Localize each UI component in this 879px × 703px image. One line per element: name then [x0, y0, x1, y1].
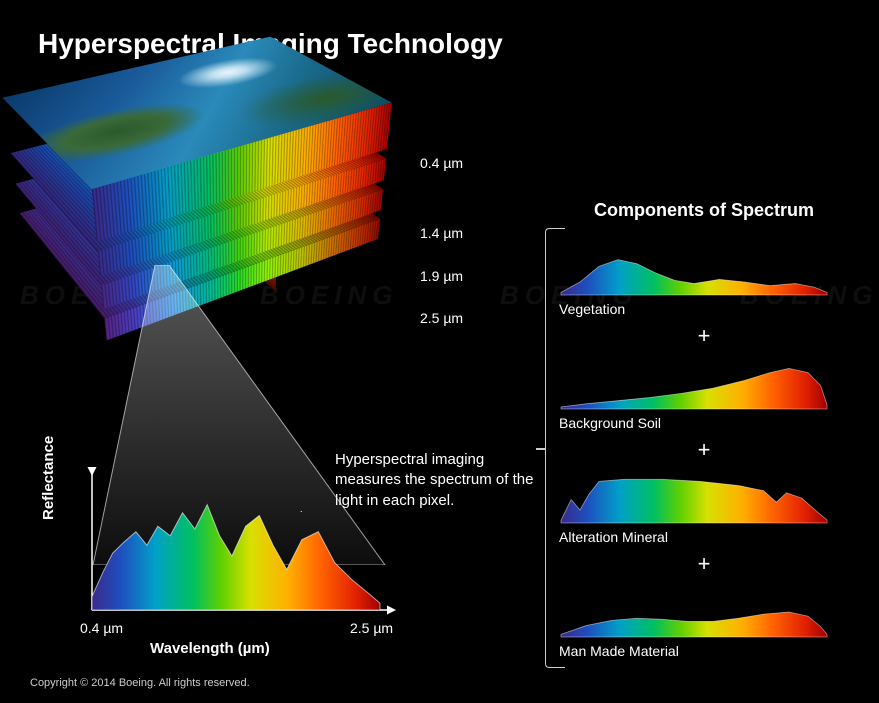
cube-slab-label: 1.4 µm [420, 225, 463, 241]
cube-slab-label: 0.4 µm [420, 155, 463, 171]
reflectance-x-axis-label: Wavelength (µm) [150, 640, 270, 657]
components-column: Components of Spectrum Vegetation + Backgr… [559, 200, 849, 665]
reflectance-y-axis-label: Reflectance [40, 436, 57, 520]
plus-operator: + [559, 323, 849, 349]
plus-operator: + [559, 437, 849, 463]
caption-arrow-icon [290, 510, 540, 512]
component-label: Man Made Material [559, 643, 849, 659]
cube-slab-label: 1.9 µm [420, 268, 463, 284]
component-label: Vegetation [559, 301, 849, 317]
reflectance-xtick-min: 0.4 µm [80, 620, 123, 636]
component-label: Background Soil [559, 415, 849, 431]
copyright-text: Copyright © 2014 Boeing. All rights rese… [30, 677, 250, 689]
plus-operator: + [559, 551, 849, 577]
hyperspectral-cube [55, 100, 415, 340]
components-title: Components of Spectrum [559, 200, 849, 221]
cube-slab-label: 2.5 µm [420, 310, 463, 326]
component-item: Vegetation [559, 239, 849, 317]
reflectance-xtick-max: 2.5 µm [350, 620, 393, 636]
component-label: Alteration Mineral [559, 529, 849, 545]
caption-text: Hyperspectral imaging measures the spect… [335, 450, 545, 511]
component-item: Background Soil [559, 353, 849, 431]
component-item: Alteration Mineral [559, 467, 849, 545]
component-item: Man Made Material [559, 581, 849, 659]
